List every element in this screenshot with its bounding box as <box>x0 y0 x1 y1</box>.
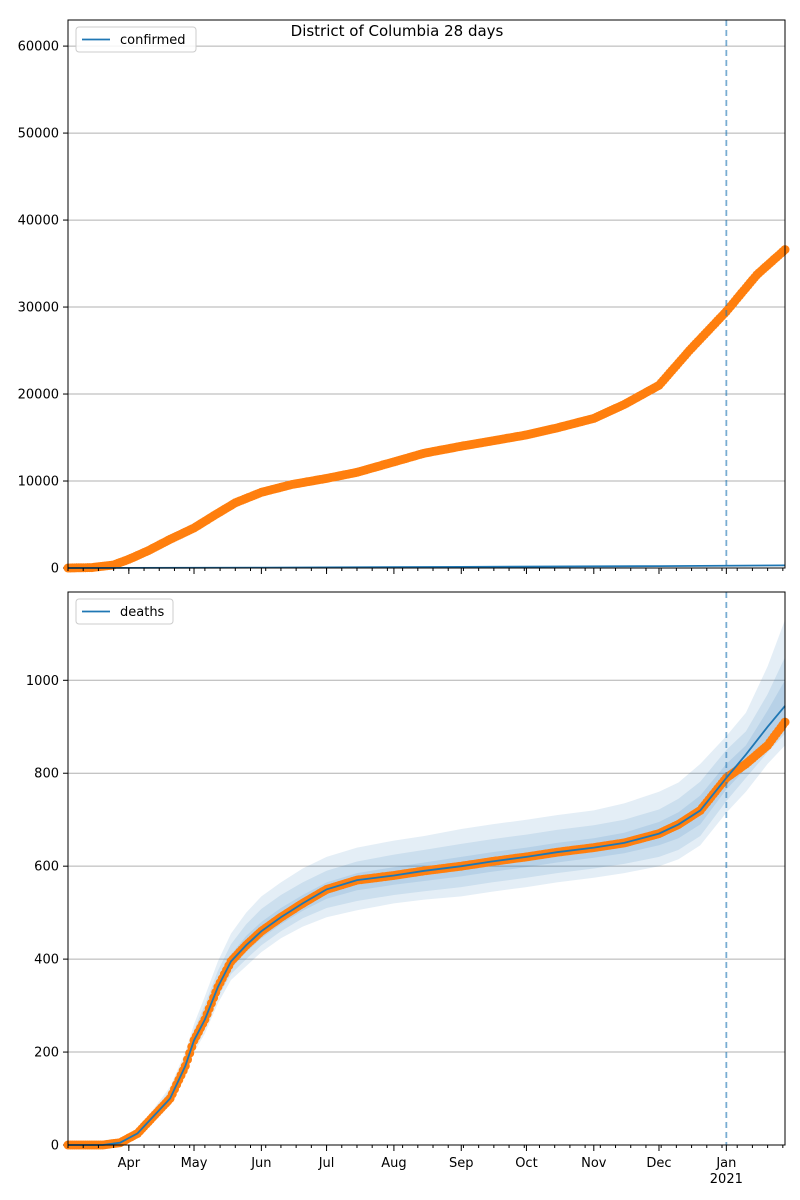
y-tick-label: 60000 <box>18 40 59 55</box>
plot-frame <box>67 19 786 569</box>
x-tick-label: Aug <box>381 1156 406 1171</box>
legend-box <box>75 26 197 53</box>
y-tick-label: 20000 <box>18 388 59 403</box>
x-tick-label: Oct <box>515 1156 537 1171</box>
x-tick-label: Sep <box>449 1156 474 1171</box>
x-tick-label: Nov <box>581 1156 607 1171</box>
legend-box <box>75 598 174 625</box>
deaths-panel: 0 200 400 600 800 1000 Apr May Jun Jul Aug Sep Oct No… <box>26 591 790 1187</box>
plot-frame <box>67 591 786 1146</box>
uncertainty-band-1 <box>68 619 785 1145</box>
y-tick-label: 200 <box>34 1046 59 1061</box>
y-tick-label: 400 <box>34 953 59 968</box>
x-tick-label: Dec <box>646 1156 671 1171</box>
legend-label: deaths <box>120 605 165 620</box>
x-year-label: 2021 <box>710 1172 743 1187</box>
y-tick-label: 40000 <box>18 214 59 229</box>
x-tick-label: Jan <box>715 1156 736 1171</box>
y-tick-label: 0 <box>51 562 59 577</box>
y-tick-label: 800 <box>34 767 59 782</box>
y-tick-label: 1000 <box>26 674 59 689</box>
legend-label: confirmed <box>120 33 186 48</box>
x-tick-label: Jul <box>318 1156 335 1171</box>
confirmed-panel: 0 10000 20000 30000 40000 50000 60000 confirmed <box>18 19 790 577</box>
x-tick-label: Jun <box>250 1156 271 1171</box>
x-tick-label: May <box>181 1156 208 1171</box>
y-tick-label: 50000 <box>18 127 59 142</box>
model-line <box>68 705 786 1146</box>
y-tick-label: 10000 <box>18 475 59 490</box>
x-tick-label: Apr <box>118 1156 141 1171</box>
y-tick-label: 0 <box>51 1139 59 1154</box>
figure-title: District of Columbia 28 days <box>291 22 504 40</box>
uncertainty-band-2 <box>68 657 785 1145</box>
y-tick-label: 600 <box>34 860 59 875</box>
y-tick-label: 30000 <box>18 301 59 316</box>
